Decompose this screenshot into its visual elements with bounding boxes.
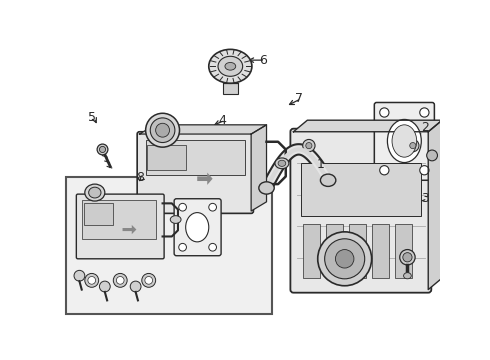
Ellipse shape (380, 108, 389, 117)
Text: 3: 3 (421, 192, 429, 205)
Ellipse shape (142, 274, 156, 287)
Ellipse shape (156, 123, 170, 137)
Polygon shape (197, 172, 213, 185)
Ellipse shape (179, 203, 187, 211)
Text: 2: 2 (421, 121, 429, 134)
Ellipse shape (85, 184, 105, 201)
Ellipse shape (99, 281, 110, 292)
Text: 7: 7 (295, 92, 303, 105)
Ellipse shape (306, 143, 312, 149)
Ellipse shape (209, 49, 252, 83)
Ellipse shape (420, 166, 429, 175)
Ellipse shape (427, 150, 438, 161)
Bar (82, 200, 156, 239)
Ellipse shape (400, 249, 415, 265)
Polygon shape (140, 125, 267, 134)
Text: 8: 8 (136, 171, 145, 184)
Ellipse shape (410, 143, 416, 149)
Bar (84, 203, 113, 225)
Polygon shape (428, 120, 442, 289)
Polygon shape (251, 125, 267, 211)
Ellipse shape (407, 139, 419, 152)
Ellipse shape (145, 276, 152, 284)
Polygon shape (294, 120, 442, 132)
Ellipse shape (99, 147, 106, 153)
Ellipse shape (392, 125, 416, 157)
Ellipse shape (442, 189, 453, 200)
Ellipse shape (74, 270, 85, 281)
Text: 1: 1 (317, 158, 324, 171)
Ellipse shape (259, 182, 274, 194)
Ellipse shape (218, 56, 243, 76)
Ellipse shape (113, 274, 127, 287)
Ellipse shape (388, 120, 421, 163)
Bar (147, 145, 186, 170)
Ellipse shape (117, 276, 124, 284)
Bar (442, 187, 454, 214)
Ellipse shape (320, 174, 336, 186)
Ellipse shape (209, 203, 217, 211)
Bar (349, 224, 366, 278)
Ellipse shape (89, 187, 101, 198)
FancyBboxPatch shape (291, 129, 431, 293)
Bar (301, 163, 420, 216)
Ellipse shape (150, 118, 175, 143)
Ellipse shape (171, 216, 181, 223)
Ellipse shape (275, 158, 289, 169)
Ellipse shape (186, 213, 209, 242)
Ellipse shape (209, 243, 217, 251)
Ellipse shape (380, 166, 389, 175)
Ellipse shape (325, 239, 365, 279)
FancyBboxPatch shape (76, 194, 164, 259)
Ellipse shape (336, 249, 354, 268)
Ellipse shape (403, 253, 412, 262)
Ellipse shape (404, 273, 411, 279)
Text: 4: 4 (219, 114, 227, 127)
Bar (146, 140, 245, 175)
Ellipse shape (278, 160, 286, 166)
Bar (222, 83, 238, 94)
Ellipse shape (303, 139, 315, 152)
Ellipse shape (318, 232, 371, 286)
Ellipse shape (88, 276, 96, 284)
Bar (372, 224, 389, 278)
Polygon shape (122, 225, 136, 234)
Text: 5: 5 (88, 111, 96, 125)
Ellipse shape (146, 113, 179, 147)
Ellipse shape (85, 274, 98, 287)
Ellipse shape (130, 281, 141, 292)
FancyBboxPatch shape (137, 132, 253, 213)
Text: 6: 6 (259, 54, 267, 67)
FancyBboxPatch shape (174, 199, 221, 256)
Bar (395, 224, 412, 278)
Bar (326, 224, 343, 278)
Ellipse shape (179, 243, 187, 251)
Ellipse shape (97, 144, 108, 155)
Ellipse shape (225, 62, 236, 70)
FancyBboxPatch shape (374, 103, 435, 180)
Bar (303, 224, 319, 278)
Ellipse shape (420, 108, 429, 117)
Bar (66, 177, 272, 314)
